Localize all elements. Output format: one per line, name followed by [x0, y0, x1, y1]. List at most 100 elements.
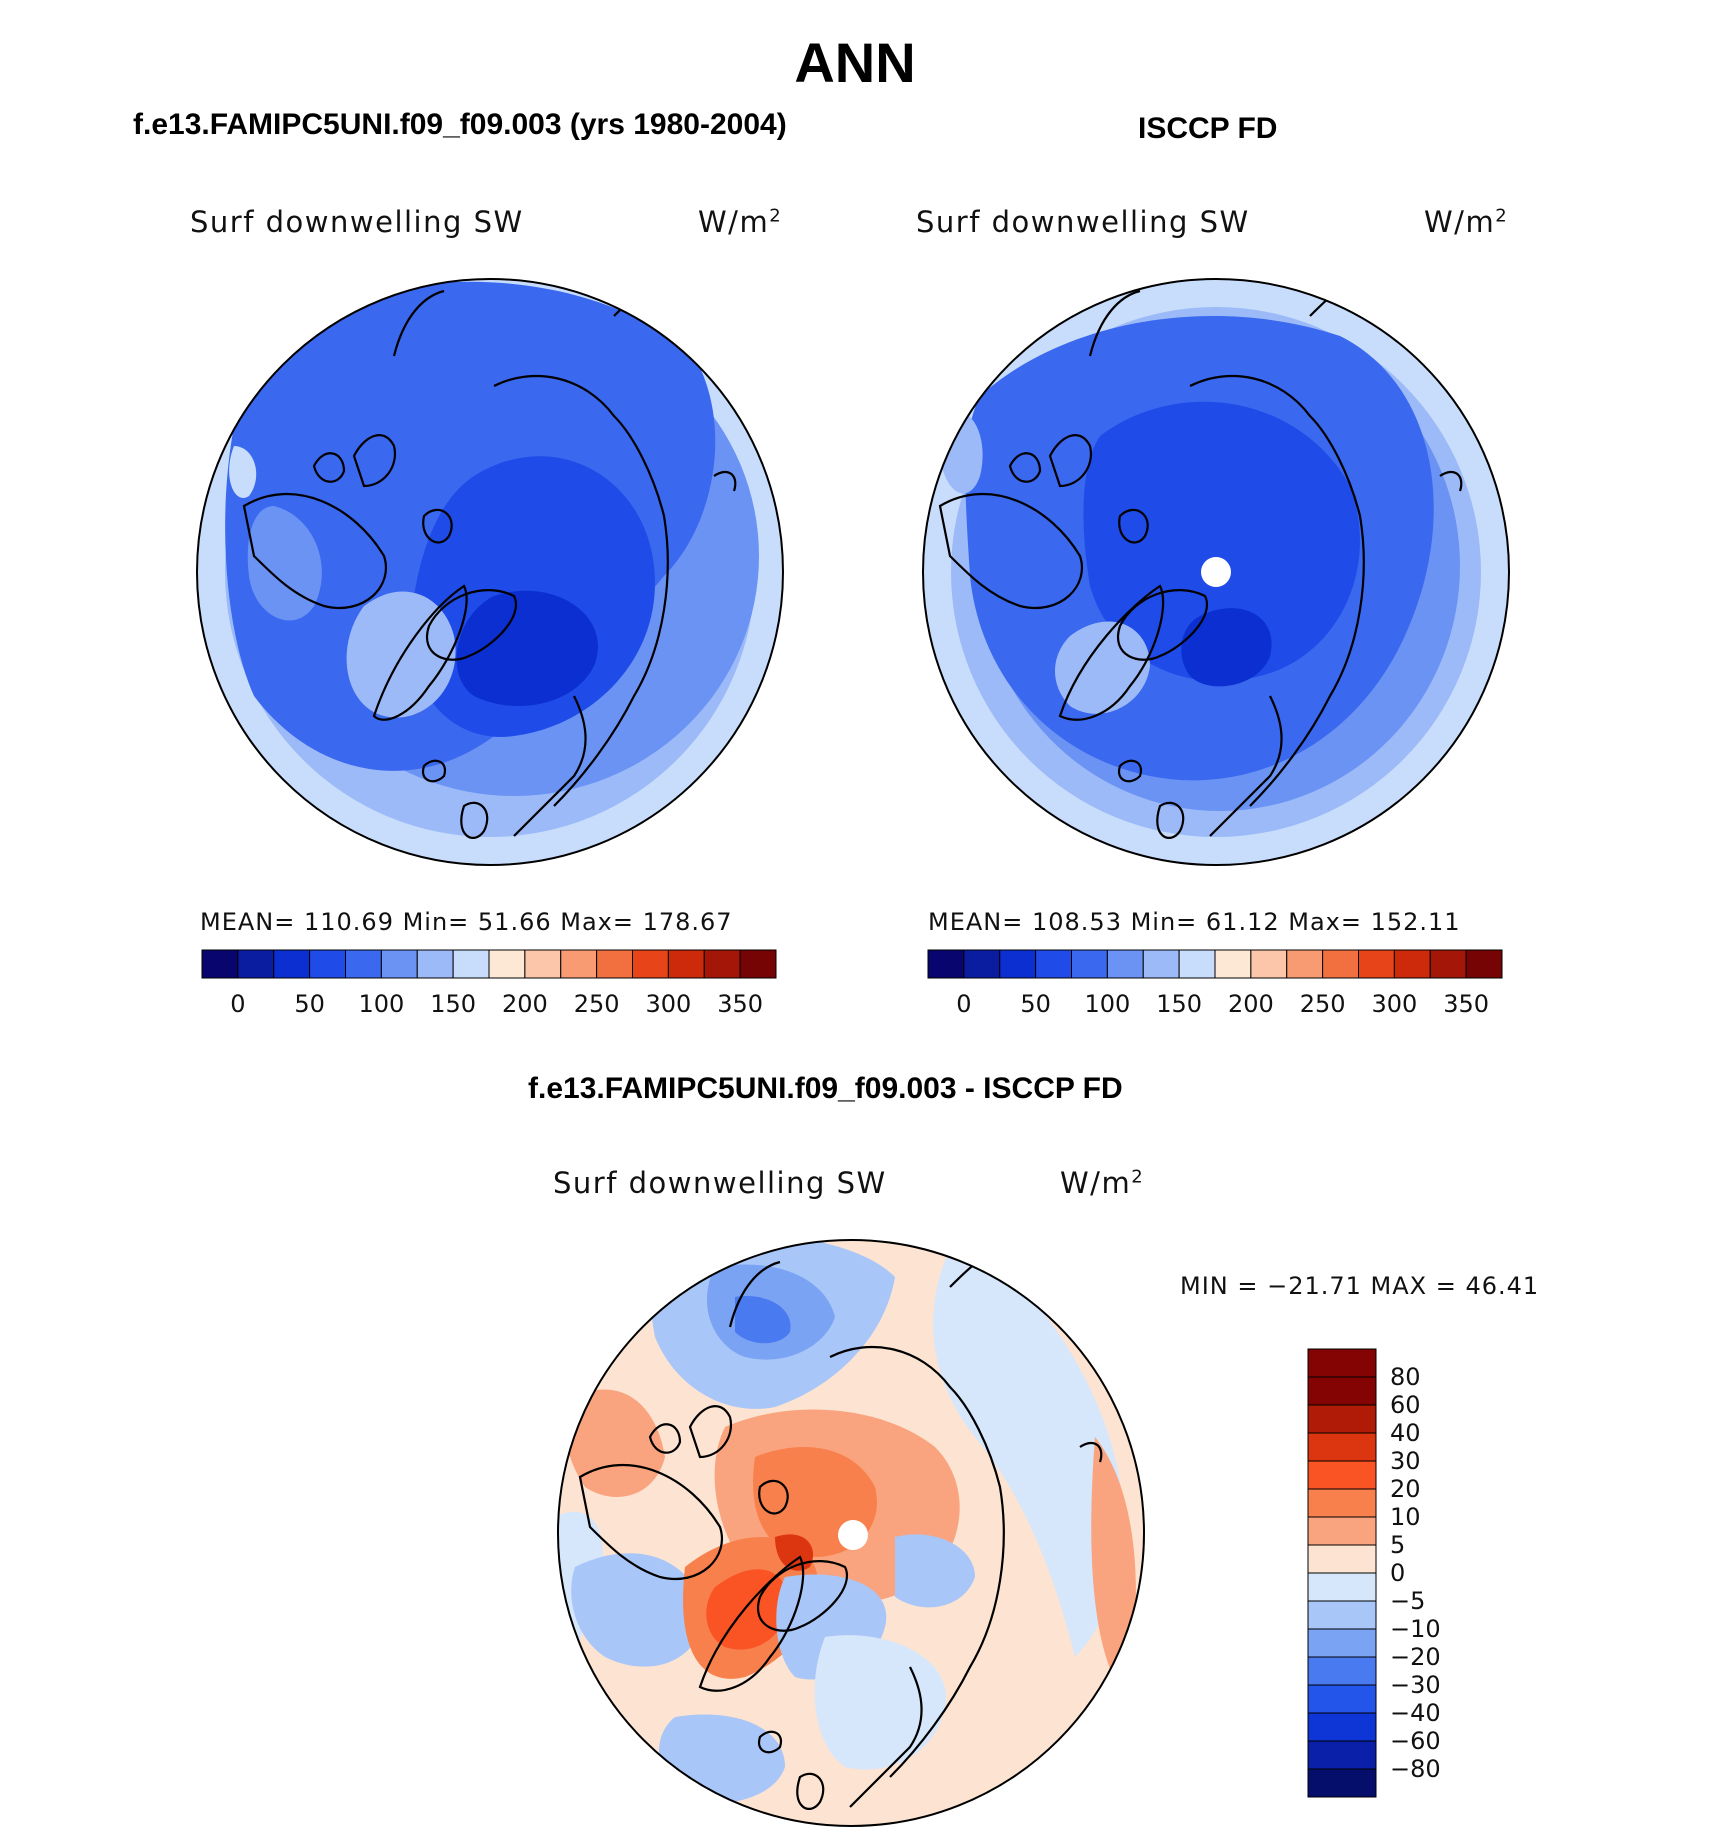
obs-colorbar-box — [1071, 949, 1108, 979]
diff-colorbar-tick-label: 60 — [1390, 1391, 1421, 1419]
model-contour-fill — [197, 279, 783, 865]
model-colorbar — [201, 949, 777, 979]
diff-colorbar-box — [1307, 1628, 1377, 1658]
diff-colorbar-tick-label: 10 — [1390, 1503, 1421, 1531]
diff-colorbar-box — [1307, 1488, 1377, 1518]
model-colorbar-tick-label: 100 — [358, 990, 405, 1018]
obs-colorbar-box — [1393, 949, 1431, 979]
model-colorbar-tick-label: 200 — [501, 990, 548, 1018]
diff-colorbar — [1307, 1348, 1377, 1798]
model-colorbar-box — [452, 949, 490, 979]
model-colorbar-box — [703, 949, 741, 979]
diff-colorbar-box — [1307, 1376, 1377, 1406]
diff-colorbar-box — [1307, 1544, 1377, 1574]
obs-variable-label: Surf downwelling SW — [916, 205, 1250, 239]
diff-colorbar-box — [1307, 1460, 1377, 1490]
obs-colorbar-tick-label: 200 — [1227, 990, 1274, 1018]
model-stats: MEAN= 110.69 Min= 51.66 Max= 178.67 — [200, 908, 733, 936]
model-map-border — [196, 278, 784, 866]
obs-colorbar-tick-label: 300 — [1371, 990, 1418, 1018]
model-panel-title: f.e13.FAMIPC5UNI.f09_f09.003 (yrs 1980-2… — [133, 108, 787, 141]
diff-colorbar-box — [1307, 1656, 1377, 1686]
main-title: ANN — [794, 31, 916, 94]
model-colorbar-tick-label: 250 — [573, 990, 620, 1018]
diff-colorbar-tick-label: −40 — [1390, 1699, 1441, 1727]
diff-colorbar-box — [1307, 1432, 1377, 1462]
model-colorbar-tick-label: 150 — [430, 990, 477, 1018]
obs-colorbar-box — [1035, 949, 1072, 979]
obs-map-border — [922, 278, 1510, 866]
diff-colorbar-box — [1307, 1348, 1377, 1378]
model-colorbar-box — [273, 949, 311, 979]
obs-colorbar-tick-label: 250 — [1299, 990, 1346, 1018]
model-colorbar-box — [345, 949, 382, 979]
diff-colorbar-box — [1307, 1684, 1377, 1714]
obs-colorbar-box — [963, 949, 1001, 979]
obs-colorbar-box — [1429, 949, 1467, 979]
obs-colorbar-box — [1322, 949, 1359, 979]
diff-variable-label: Surf downwelling SW — [553, 1166, 887, 1200]
diff-colorbar-tick-label: −60 — [1390, 1727, 1441, 1755]
obs-polar-map — [922, 278, 1510, 866]
obs-colorbar — [927, 949, 1503, 979]
diff-panel-title: f.e13.FAMIPC5UNI.f09_f09.003 - ISCCP FD — [528, 1072, 1123, 1105]
obs-colorbar-box — [1178, 949, 1216, 979]
model-variable-label: Surf downwelling SW — [190, 205, 524, 239]
obs-colorbar-box — [999, 949, 1037, 979]
diff-colorbar-box — [1307, 1516, 1377, 1546]
diff-coastlines — [578, 1250, 1103, 1810]
model-colorbar-box — [380, 949, 418, 979]
diff-colorbar-tick-label: 80 — [1390, 1363, 1421, 1391]
model-colorbar-box — [201, 949, 239, 979]
obs-panel-title: ISCCP FD — [1138, 112, 1278, 145]
diff-colorbar-box — [1307, 1404, 1377, 1434]
obs-colorbar-tick-label: 0 — [956, 990, 972, 1018]
obs-colorbar-box — [927, 949, 965, 979]
obs-units-label: W/m2 — [1424, 205, 1509, 239]
obs-colorbar-box — [1106, 949, 1144, 979]
model-colorbar-box — [488, 949, 526, 979]
diff-colorbar-box — [1307, 1600, 1377, 1630]
model-colorbar-tick-label: 350 — [717, 990, 764, 1018]
diff-map-border — [557, 1239, 1145, 1827]
model-colorbar-box — [309, 949, 346, 979]
obs-colorbar-tick-label: 100 — [1084, 990, 1131, 1018]
model-colorbar-box — [237, 949, 275, 979]
diff-colorbar-tick-label: −10 — [1390, 1615, 1441, 1643]
model-colorbar-box — [596, 949, 633, 979]
obs-colorbar-tick-label: 350 — [1443, 990, 1490, 1018]
model-colorbar-box — [560, 949, 598, 979]
diff-colorbar-tick-label: 0 — [1390, 1559, 1406, 1587]
obs-coastlines — [938, 279, 1463, 839]
diff-colorbar-tick-label: 30 — [1390, 1447, 1421, 1475]
diff-colorbar-tick-label: −20 — [1390, 1643, 1441, 1671]
diff-colorbar-tick-label: −5 — [1390, 1587, 1426, 1615]
diff-units-label: W/m2 — [1060, 1166, 1145, 1200]
obs-pole-hole — [1201, 557, 1231, 587]
obs-colorbar-box — [1358, 949, 1395, 979]
model-colorbar-tick-label: 300 — [645, 990, 692, 1018]
obs-colorbar-box — [1250, 949, 1288, 979]
diff-colorbar-tick-label: −80 — [1390, 1755, 1441, 1783]
diff-colorbar-ticks: 80 60 40 30 20 10 5 0 −5 −10 −20 −30 −40 −60 −80 — [1390, 1349, 1490, 1797]
diff-colorbar-tick-label: 40 — [1390, 1419, 1421, 1447]
obs-colorbar-box — [1214, 949, 1252, 979]
diff-colorbar-box — [1307, 1740, 1377, 1770]
model-colorbar-box — [739, 949, 777, 979]
model-units-label: W/m2 — [698, 205, 783, 239]
diff-colorbar-box — [1307, 1712, 1377, 1742]
diff-polar-map — [557, 1239, 1145, 1827]
obs-colorbar-tick-label: 50 — [1020, 990, 1051, 1018]
diff-colorbar-box — [1307, 1572, 1377, 1602]
diff-colorbar-tick-label: −30 — [1390, 1671, 1441, 1699]
obs-colorbar-box — [1142, 949, 1180, 979]
model-colorbar-box — [416, 949, 454, 979]
obs-colorbar-tick-label: 150 — [1156, 990, 1203, 1018]
diff-colorbar-box — [1307, 1768, 1377, 1798]
model-polar-map — [196, 278, 784, 866]
obs-colorbar-box — [1286, 949, 1324, 979]
model-colorbar-tick-label: 0 — [230, 990, 246, 1018]
diff-stats: MIN = −21.71 MAX = 46.41 — [1180, 1272, 1540, 1300]
model-colorbar-tick-label: 50 — [294, 990, 325, 1018]
model-colorbar-box — [667, 949, 705, 979]
